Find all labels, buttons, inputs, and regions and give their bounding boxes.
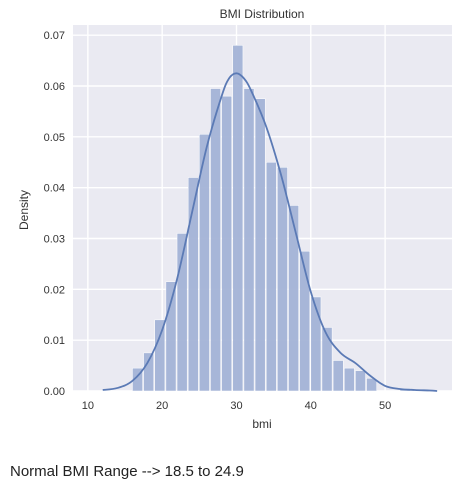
- y-axis-label: Density: [17, 190, 31, 230]
- y-axis-ticks: 0.00 0.01 0.02 0.03 0.04 0.05 0.06 0.07: [44, 30, 65, 398]
- x-axis-ticks: 10 20 30 40 50: [82, 400, 392, 412]
- histogram-bar: [221, 95, 233, 392]
- kde-density-curve: [102, 72, 438, 392]
- x-tick-label: 40: [305, 400, 317, 412]
- histogram-bar: [165, 281, 177, 392]
- histogram-bar: [210, 88, 221, 392]
- histogram-bar: [332, 360, 344, 392]
- y-tick-label: 0.03: [44, 234, 65, 246]
- histogram-bar: [254, 98, 266, 392]
- y-tick-label: 0.00: [44, 386, 65, 398]
- x-tick-label: 30: [230, 400, 242, 412]
- x-tick-label: 10: [82, 400, 94, 412]
- y-tick-label: 0.05: [44, 132, 65, 144]
- y-tick-label: 0.07: [44, 30, 65, 42]
- histogram-bar: [199, 134, 210, 392]
- histogram-bar: [343, 367, 355, 392]
- y-tick-label: 0.01: [44, 335, 65, 347]
- histogram-bar: [176, 233, 188, 392]
- y-tick-label: 0.02: [44, 284, 65, 296]
- histogram-bar: [187, 177, 199, 392]
- histogram-bar: [132, 367, 143, 392]
- x-tick-label: 20: [156, 400, 168, 412]
- bmi-histogram-chart: 10 20 30 40 50 0.000.010.020.030.040.050.060…: [17, 7, 452, 431]
- normal-bmi-range-caption: Normal BMI Range --> 18.5 to 24.9: [10, 463, 244, 480]
- y-tick-label: 0.04: [44, 183, 65, 195]
- histogram-bar: [355, 370, 366, 392]
- histogram-bar: [265, 162, 277, 392]
- x-axis-label: bmi: [252, 417, 271, 431]
- histogram-bar: [321, 327, 333, 392]
- histogram-bar: [299, 250, 311, 392]
- histogram-bar: [366, 378, 377, 392]
- histogram-bar: [277, 167, 288, 392]
- histogram-bar: [310, 296, 322, 392]
- kde-curve-layer: [102, 72, 438, 392]
- histogram-bar: [288, 205, 299, 392]
- histogram-bar: [154, 319, 166, 392]
- histogram-bar: [232, 45, 244, 392]
- histogram-bars: [132, 45, 411, 392]
- histogram-bar: [143, 352, 154, 392]
- y-tick-label: 0.06: [44, 81, 65, 93]
- chart-title: BMI Distribution: [220, 7, 305, 21]
- x-tick-label: 50: [379, 400, 391, 412]
- histogram-bar: [243, 88, 255, 392]
